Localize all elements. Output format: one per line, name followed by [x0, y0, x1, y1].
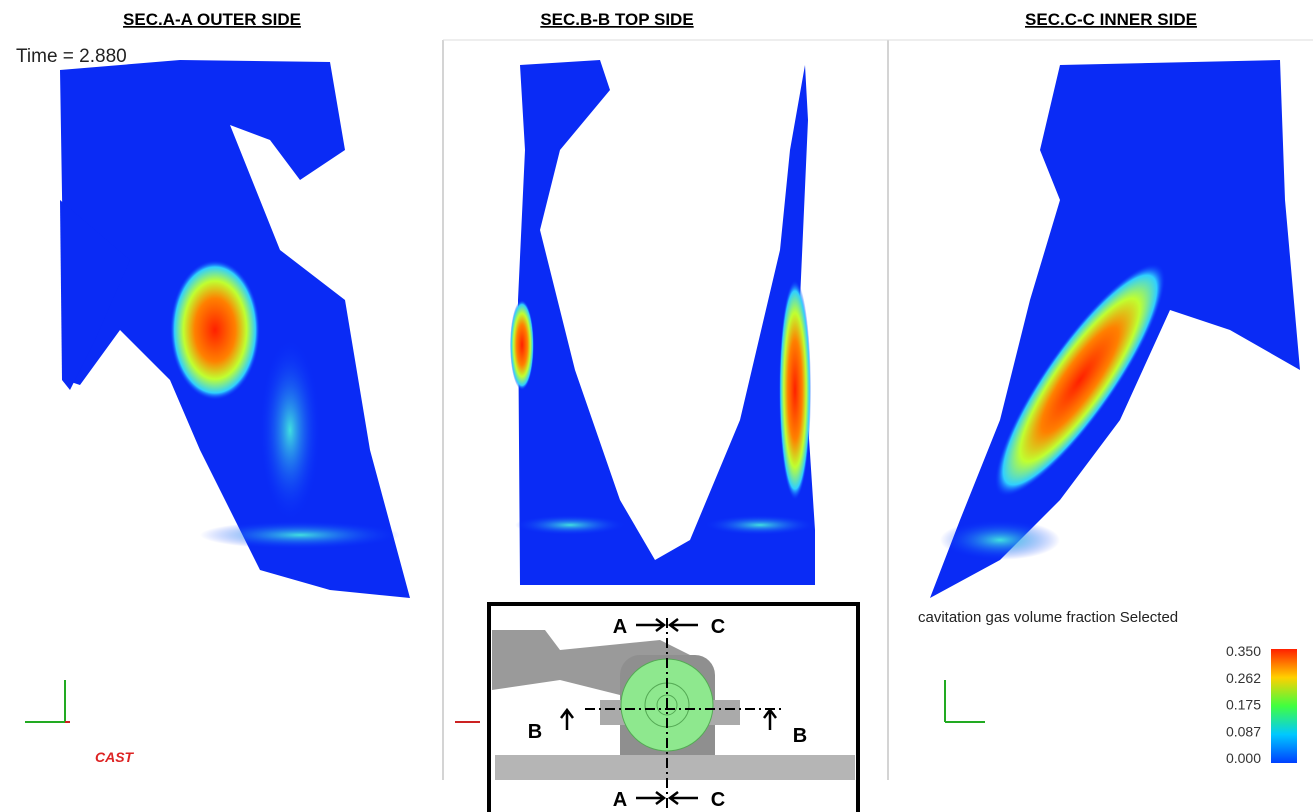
colorbar [1271, 649, 1297, 763]
panel-title: SEC.B-B TOP SIDE [540, 10, 693, 29]
colorbar-label: 0.087 [1226, 723, 1261, 739]
legend-title: cavitation gas volume fraction Selected [918, 609, 1178, 626]
result-a: Time = 2.880 [16, 46, 410, 598]
panel-title: SEC.C-C INNER SIDE [1025, 10, 1197, 29]
colorbar-label: 0.262 [1226, 670, 1261, 686]
colorbar-label: 0.175 [1226, 697, 1261, 713]
result-b [510, 60, 815, 585]
logo: CAST [95, 749, 135, 765]
section-label: B [793, 725, 807, 747]
section-label: C [711, 616, 725, 638]
section-label: A [613, 616, 627, 638]
section-label: B [528, 721, 542, 743]
screenshot: Time = 2.880 cavitation gas volume fract… [0, 0, 1313, 812]
section-label: A [613, 789, 627, 811]
section-label: C [711, 789, 725, 811]
time-label: Time = 2.880 [16, 46, 127, 67]
colorbar-label: 0.000 [1226, 750, 1261, 766]
panel-title: SEC.A-A OUTER SIDE [123, 10, 301, 29]
result-c: cavitation gas volume fraction Selected … [918, 60, 1300, 766]
inset: A C B B A C [489, 604, 858, 812]
colorbar-label: 0.350 [1226, 643, 1261, 659]
